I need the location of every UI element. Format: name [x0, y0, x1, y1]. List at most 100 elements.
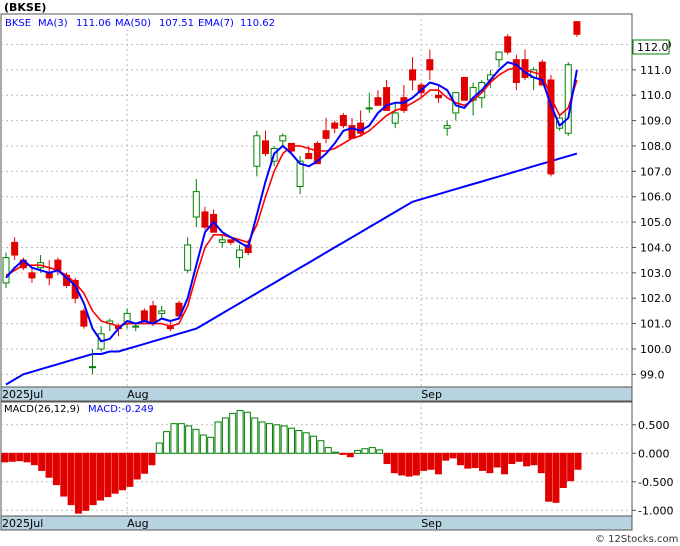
candle-body-down — [322, 130, 330, 139]
macd-y-tick-label: -1.000 — [638, 504, 673, 517]
candle-body-up — [391, 112, 399, 124]
price-panel: 99.0 100.0 101.0 102.0 103.0 104.0 105.0 106.0 1… — [0, 13, 672, 402]
candle-body-down — [573, 21, 581, 35]
candle — [2, 252, 10, 289]
macd-bar-negative — [567, 452, 575, 482]
candle-body-down — [140, 310, 148, 322]
candle — [512, 54, 520, 91]
candle-body-up — [2, 257, 10, 284]
macd-bar-positive — [302, 432, 310, 454]
macd-bar-positive — [361, 448, 369, 454]
macd-bar-negative — [74, 452, 82, 514]
macd-bar-negative — [427, 452, 435, 470]
candle-body-down — [547, 79, 555, 175]
macd-bar-positive — [332, 451, 340, 454]
candle — [279, 133, 287, 146]
candle — [391, 102, 399, 129]
macd-bar-negative — [456, 452, 464, 466]
last-price-label: 112.0 — [637, 41, 669, 54]
macd-bar-negative — [559, 452, 567, 488]
candle-body-down — [313, 142, 321, 165]
macd-bar-positive — [229, 412, 237, 454]
candle — [236, 244, 244, 268]
macd-bar-negative — [493, 452, 501, 468]
macd-bar-positive — [221, 417, 229, 454]
macd-bar-negative — [339, 452, 347, 455]
macd-bar-positive — [155, 442, 163, 454]
candle — [28, 267, 36, 283]
macd-bar-negative — [486, 452, 494, 474]
macd-bar-positive — [376, 449, 384, 454]
candle-body-down — [504, 36, 512, 53]
candle — [158, 305, 166, 319]
macd-y-tick-label: 0.500 — [638, 419, 670, 432]
price-x-tick-label: Aug — [127, 388, 148, 401]
ma3-line-layer — [5, 61, 578, 343]
macd-bar-negative — [89, 452, 97, 506]
macd-bar-positive — [243, 411, 251, 454]
candle — [331, 120, 339, 134]
price-x-tick-label: 2025Jul — [2, 388, 43, 401]
legend-ma3-value: 111.06 — [76, 18, 111, 29]
macd-bar-negative — [434, 452, 442, 475]
candle — [218, 234, 226, 248]
candle — [262, 130, 269, 157]
macd-bar-negative — [1, 452, 9, 463]
candle — [132, 323, 140, 332]
ema7-line-layer — [5, 66, 578, 327]
candle — [495, 51, 503, 68]
candle — [89, 348, 96, 375]
macd-bar-negative — [479, 452, 486, 471]
candle-body-down — [460, 76, 468, 101]
price-y-tick-label: 109.0 — [640, 115, 672, 128]
macd-bar-positive — [163, 431, 171, 454]
price-y-tick-label: 107.0 — [640, 165, 672, 178]
macd-bar-positive — [368, 447, 376, 454]
macd-bar-negative — [67, 452, 75, 506]
candle — [322, 118, 330, 144]
candle-body-down — [409, 69, 417, 81]
candle-body-up — [279, 135, 287, 142]
macd-bar-positive — [236, 410, 244, 454]
macd-bar-negative — [390, 452, 398, 474]
candle-body-down — [54, 259, 62, 271]
macd-bar-negative — [119, 452, 127, 491]
candle-body-down — [512, 59, 520, 84]
candle — [192, 178, 200, 228]
macd-bar-positive — [258, 421, 266, 454]
candle — [80, 308, 88, 329]
candle — [443, 120, 451, 136]
macd-bar-negative — [346, 452, 354, 458]
macd-bar-negative — [141, 452, 149, 474]
price-y-tick-label: 108.0 — [640, 140, 672, 153]
macd-y-axis: 0.500 0.000 -0.500 -1.000 — [632, 419, 673, 517]
price-y-tick-label: 105.0 — [640, 216, 672, 229]
macd-bar-negative — [464, 452, 472, 469]
candle-body-down — [374, 97, 382, 106]
macd-x-tick-label: Aug — [127, 517, 148, 530]
candle — [365, 92, 373, 113]
macd-bar-negative — [23, 452, 31, 463]
macd-bar-negative — [52, 452, 60, 486]
macd-bar-negative — [111, 452, 119, 494]
macd-legend-label: MACD(26,12,9) — [4, 404, 80, 415]
macd-bar-negative — [8, 452, 16, 462]
macd-bar-negative — [508, 452, 516, 465]
price-y-tick-label: 99.0 — [640, 368, 665, 381]
candle — [435, 85, 442, 103]
last-price-box — [632, 39, 670, 55]
macd-bar-negative — [30, 452, 38, 466]
macd-bar-negative — [60, 452, 68, 497]
candle-body-down — [28, 272, 36, 279]
macd-bar-negative — [148, 452, 156, 466]
candle-body-down — [305, 153, 313, 160]
macd-bar-positive — [354, 449, 362, 454]
candle-body-up — [495, 51, 503, 61]
candle-body-up — [132, 325, 140, 328]
macd-bar-negative — [501, 452, 509, 475]
ema7-line — [5, 66, 578, 327]
macd-bar-negative — [126, 452, 134, 487]
macd-bar-negative — [523, 452, 531, 467]
candle-body-up — [296, 160, 304, 188]
